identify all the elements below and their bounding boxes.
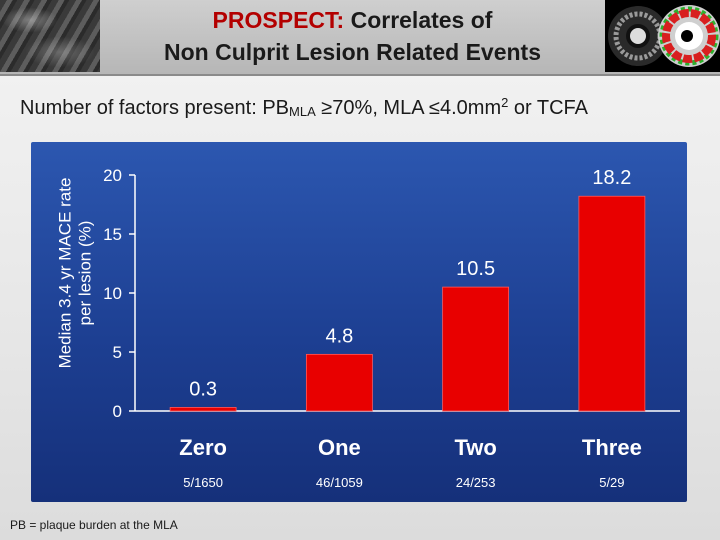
subtitle-middle: ≥70%, MLA ≤4.0mm	[315, 97, 502, 119]
y-tick-label: 15	[103, 225, 122, 244]
chart-panel	[31, 142, 687, 502]
y-tick-label: 5	[113, 343, 122, 362]
bar-three	[578, 195, 646, 412]
data-label: 0.3	[189, 378, 217, 400]
title-line-2: Non Culprit Lesion Related Events	[164, 39, 541, 65]
title-rest: Correlates of	[344, 7, 493, 33]
title-banner: PROSPECT: Correlates of Non Culprit Lesi…	[0, 0, 720, 76]
y-tick-label: 20	[103, 166, 122, 185]
footnote: PB = plaque burden at the MLA	[10, 518, 178, 532]
x-category-label: One	[318, 435, 361, 460]
x-category-label: Two	[454, 435, 496, 460]
chart-subtitle: Number of factors present: PBMLA ≥70%, M…	[20, 95, 588, 120]
subtitle-prefix: Number of factors present: PB	[20, 97, 290, 119]
bar-two	[442, 286, 510, 412]
data-label: 4.8	[325, 325, 353, 347]
bar-one	[305, 353, 373, 412]
x-category-label: Three	[582, 435, 642, 460]
title-line-1: PROSPECT: Correlates of	[100, 4, 605, 36]
subtitle-subscript: MLA	[289, 104, 316, 119]
slide-title: PROSPECT: Correlates of Non Culprit Lesi…	[100, 4, 605, 68]
x-category-label: Zero	[179, 435, 227, 460]
data-label: 10.5	[456, 258, 495, 280]
subtitle-suffix: or TCFA	[508, 97, 588, 119]
bar-zero	[169, 407, 237, 412]
y-tick-label: 0	[113, 402, 122, 421]
event-count-label: 46/1059	[316, 475, 363, 490]
event-count-label: 24/253	[456, 475, 496, 490]
title-accent: PROSPECT:	[212, 7, 345, 33]
y-tick-label: 10	[103, 284, 122, 303]
event-count-label: 5/29	[599, 475, 624, 490]
subtitle-superscript: 2	[501, 95, 509, 110]
angiogram-thumbnail	[0, 0, 100, 72]
event-count-label: 5/1650	[183, 475, 223, 490]
ivus-image	[605, 0, 720, 72]
data-label: 18.2	[592, 167, 631, 189]
